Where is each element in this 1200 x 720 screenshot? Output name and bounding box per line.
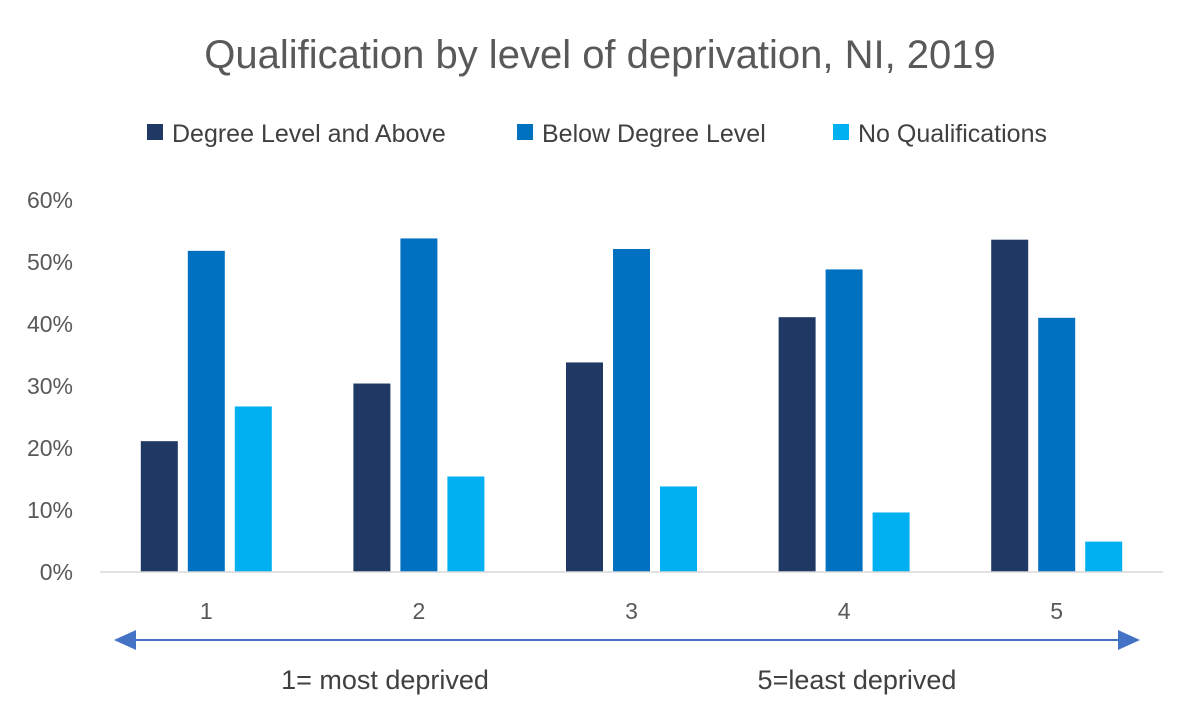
bar (400, 238, 438, 572)
bar (234, 406, 272, 572)
bar (778, 317, 816, 572)
arrow-head-left (114, 630, 136, 650)
y-tick-label: 40% (27, 311, 73, 337)
y-tick-label: 30% (27, 373, 73, 399)
y-tick-label: 0% (40, 559, 73, 585)
y-axis-ticks: 0% 10% 20% 30% 40% 50% 60% (27, 187, 73, 585)
bar (1038, 317, 1076, 572)
x-tick-label: 4 (838, 598, 851, 624)
y-tick-label: 50% (27, 249, 73, 275)
bar (872, 512, 910, 572)
x-tick-label: 5 (1050, 598, 1063, 624)
legend-swatch (147, 124, 163, 140)
deprivation-arrow (114, 630, 1140, 650)
arrow-head-right (1118, 630, 1140, 650)
legend-swatch (517, 124, 533, 140)
bar (187, 250, 225, 572)
legend-swatch (833, 124, 849, 140)
bars (140, 238, 1123, 573)
legend: Degree Level and Above Below Degree Level… (147, 120, 1047, 148)
chart-title: Qualification by level of deprivation, N… (204, 33, 996, 77)
x-tick-label: 1 (200, 598, 213, 624)
bar (1085, 541, 1123, 572)
bar (140, 441, 178, 572)
x-tick-label: 3 (625, 598, 638, 624)
x-tick-label: 2 (413, 598, 426, 624)
bar (613, 248, 650, 573)
legend-label: Degree Level and Above (172, 120, 446, 148)
bar (353, 383, 391, 572)
bar (991, 239, 1029, 572)
y-tick-label: 10% (27, 497, 73, 523)
bar (825, 269, 863, 572)
bar (447, 476, 485, 572)
legend-label: Below Degree Level (542, 120, 766, 148)
annotation-most-deprived: 1= most deprived (281, 665, 489, 695)
bar (660, 486, 697, 572)
y-tick-label: 60% (27, 187, 73, 213)
y-tick-label: 20% (27, 435, 73, 461)
bar (566, 362, 603, 572)
x-axis-ticks: 1 2 3 4 5 (200, 598, 1063, 624)
annotation-least-deprived: 5=least deprived (758, 665, 957, 695)
legend-label: No Qualifications (858, 120, 1047, 148)
